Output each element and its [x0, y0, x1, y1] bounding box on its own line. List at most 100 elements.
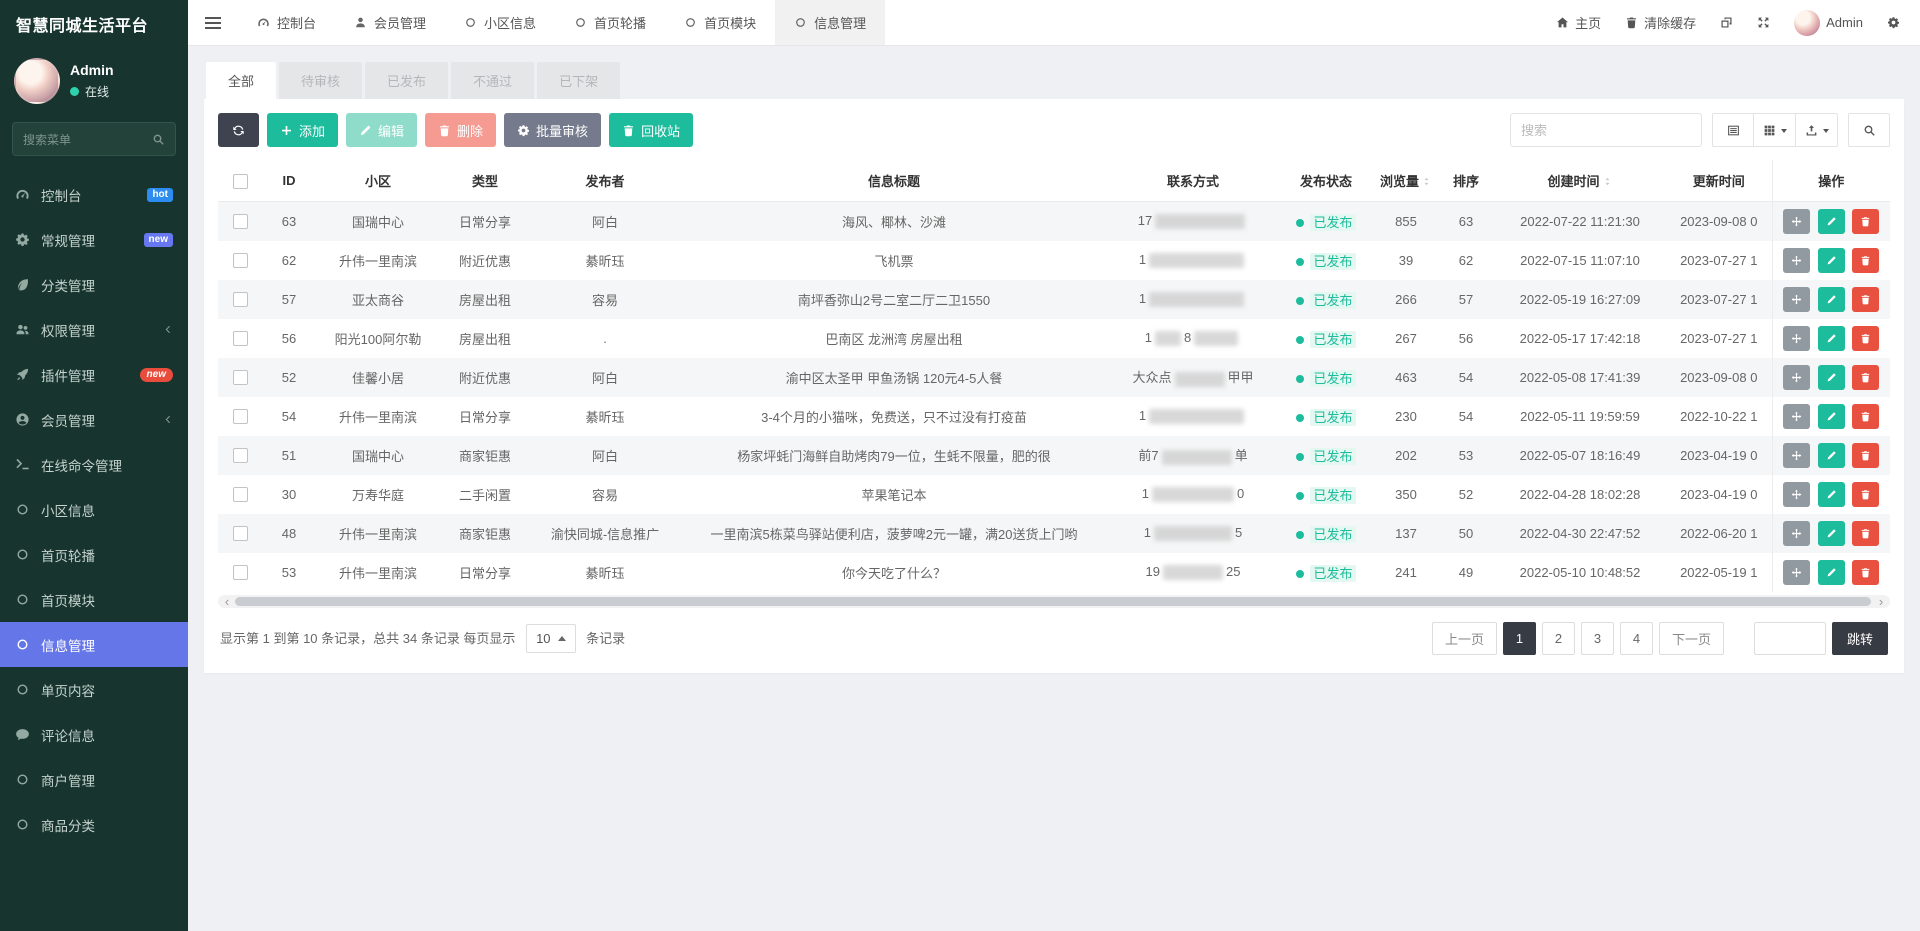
row-delete-button[interactable] — [1852, 442, 1880, 468]
row-move-button[interactable] — [1783, 208, 1811, 234]
row-edit-button[interactable] — [1817, 286, 1845, 312]
navbar-tab-banner[interactable]: 首页轮播 — [555, 0, 665, 45]
row-delete-button[interactable] — [1852, 325, 1880, 351]
row-checkbox[interactable] — [232, 331, 248, 347]
page-button-1[interactable]: 1 — [1502, 621, 1536, 655]
row-delete-button[interactable] — [1852, 403, 1880, 429]
row-edit-button[interactable] — [1817, 325, 1845, 351]
sidebar-item-member[interactable]: 会员管理 — [0, 397, 188, 442]
navbar-tab-module[interactable]: 首页模块 — [665, 0, 775, 45]
column-header-id[interactable]: ID — [262, 160, 316, 202]
row-edit-button[interactable] — [1817, 208, 1845, 234]
recycle-bin-button[interactable]: 回收站 — [609, 113, 694, 147]
topbar-fullscreen[interactable] — [1757, 16, 1770, 29]
page-size-select[interactable]: 10 — [526, 623, 576, 653]
row-move-button[interactable] — [1783, 403, 1811, 429]
topbar-settings[interactable] — [1887, 16, 1900, 29]
row-delete-button[interactable] — [1852, 481, 1880, 507]
navbar-tab-member[interactable]: 会员管理 — [335, 0, 445, 45]
row-checkbox[interactable] — [232, 526, 248, 542]
page-button-3[interactable]: 3 — [1580, 621, 1614, 655]
scrollbar-thumb[interactable] — [235, 596, 1871, 606]
row-move-button[interactable] — [1783, 247, 1811, 273]
page-button-2[interactable]: 2 — [1541, 621, 1575, 655]
row-delete-button[interactable] — [1852, 208, 1880, 234]
column-header-contact[interactable]: 联系方式 — [1108, 160, 1278, 202]
filter-tab-3[interactable]: 不通过 — [451, 62, 535, 99]
row-move-button[interactable] — [1783, 559, 1811, 585]
column-header-sort[interactable]: 排序 — [1438, 160, 1494, 202]
sidebar-item-module[interactable]: 首页模块 — [0, 577, 188, 622]
row-delete-button[interactable] — [1852, 247, 1880, 273]
menu-toggle-button[interactable] — [188, 0, 238, 45]
row-delete-button[interactable] — [1852, 520, 1880, 546]
sidebar-item-community[interactable]: 小区信息 — [0, 487, 188, 532]
row-checkbox[interactable] — [232, 409, 248, 425]
navbar-tab-information[interactable]: 信息管理 — [775, 0, 886, 45]
add-button[interactable]: 添加 — [267, 113, 339, 147]
column-header-type[interactable]: 类型 — [440, 160, 530, 202]
row-edit-button[interactable] — [1817, 403, 1845, 429]
column-header-community[interactable]: 小区 — [316, 160, 440, 202]
column-header-title[interactable]: 信息标题 — [680, 160, 1108, 202]
scroll-left-icon[interactable] — [221, 595, 233, 608]
row-edit-button[interactable] — [1817, 520, 1845, 546]
column-header-views[interactable]: 浏览量 — [1374, 160, 1438, 202]
row-move-button[interactable] — [1783, 364, 1811, 390]
navbar-tab-community[interactable]: 小区信息 — [445, 0, 555, 45]
sidebar-item-information[interactable]: 信息管理 — [0, 622, 188, 667]
user-avatar[interactable] — [14, 58, 60, 104]
column-header-actions[interactable]: 操作 — [1771, 160, 1890, 202]
column-header-updated[interactable]: 更新时间 — [1666, 160, 1772, 202]
table-search-input[interactable] — [1510, 113, 1702, 147]
topbar-tab-toggle[interactable] — [1720, 16, 1733, 29]
scroll-right-icon[interactable] — [1875, 595, 1887, 608]
filter-tab-2[interactable]: 已发布 — [365, 62, 449, 99]
sidebar-item-command[interactable]: 在线命令管理 — [0, 442, 188, 487]
refresh-button[interactable] — [218, 113, 259, 147]
toggle-columns-button[interactable] — [1754, 113, 1796, 147]
sidebar-item-category[interactable]: 分类管理 — [0, 262, 188, 307]
horizontal-scrollbar[interactable] — [218, 594, 1890, 608]
row-delete-button[interactable] — [1852, 286, 1880, 312]
edit-button[interactable]: 编辑 — [346, 113, 418, 147]
row-move-button[interactable] — [1783, 520, 1811, 546]
search-submit-button[interactable] — [1848, 113, 1890, 147]
batch-audit-button[interactable]: 批量审核 — [504, 113, 602, 147]
topbar-clear-cache[interactable]: 清除缓存 — [1625, 13, 1696, 32]
topbar-home[interactable]: 主页 — [1556, 13, 1601, 32]
topbar-admin-user[interactable]: Admin — [1794, 9, 1863, 36]
row-checkbox[interactable] — [232, 565, 248, 581]
row-move-button[interactable] — [1783, 325, 1811, 351]
sidebar-item-page[interactable]: 单页内容 — [0, 667, 188, 712]
export-button[interactable] — [1796, 113, 1838, 147]
column-header-status[interactable]: 发布状态 — [1278, 160, 1374, 202]
select-all-checkbox[interactable] — [232, 173, 248, 189]
filter-tab-4[interactable]: 已下架 — [537, 62, 621, 99]
row-checkbox[interactable] — [232, 487, 248, 503]
toggle-view-button[interactable] — [1712, 113, 1754, 147]
row-checkbox[interactable] — [232, 370, 248, 386]
filter-tab-0[interactable]: 全部 — [206, 62, 277, 99]
row-edit-button[interactable] — [1817, 442, 1845, 468]
row-delete-button[interactable] — [1852, 559, 1880, 585]
sidebar-item-banner[interactable]: 首页轮播 — [0, 532, 188, 577]
sidebar-item-goods-category[interactable]: 商品分类 — [0, 802, 188, 847]
sidebar-item-general[interactable]: 常规管理 new — [0, 217, 188, 262]
row-checkbox[interactable] — [232, 214, 248, 230]
page-jump-input[interactable] — [1753, 621, 1826, 655]
row-edit-button[interactable] — [1817, 481, 1845, 507]
prev-page-button[interactable]: 上一页 — [1431, 621, 1497, 655]
page-button-4[interactable]: 4 — [1619, 621, 1653, 655]
row-checkbox[interactable] — [232, 253, 248, 269]
filter-tab-1[interactable]: 待审核 — [279, 62, 363, 99]
row-edit-button[interactable] — [1817, 559, 1845, 585]
sidebar-item-merchant[interactable]: 商户管理 — [0, 757, 188, 802]
row-checkbox[interactable] — [232, 448, 248, 464]
column-header-created[interactable]: 创建时间 — [1494, 160, 1666, 202]
navbar-tab-dashboard[interactable]: 控制台 — [238, 0, 335, 45]
delete-button[interactable]: 删除 — [425, 113, 497, 147]
row-edit-button[interactable] — [1817, 364, 1845, 390]
row-move-button[interactable] — [1783, 481, 1811, 507]
sidebar-item-comment[interactable]: 评论信息 — [0, 712, 188, 757]
